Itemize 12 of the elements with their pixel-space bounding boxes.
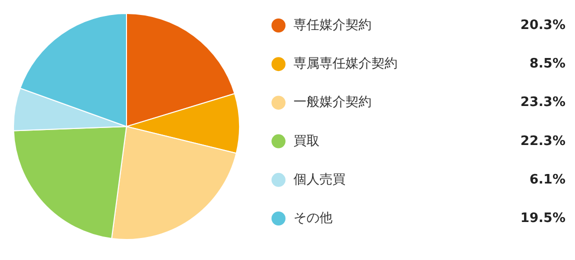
legend-label: 買取: [294, 134, 320, 149]
legend-label: 一般媒介契約: [294, 95, 372, 110]
legend-label: 専属専任媒介契約: [294, 56, 398, 72]
legend-label: その他: [294, 211, 332, 226]
data-label: 6.1%: [529, 172, 566, 188]
data-label: 23.3%: [520, 95, 566, 110]
data-label: 8.5%: [529, 56, 566, 72]
data-label: 19.5%: [520, 211, 566, 226]
legend-label: 専任媒介契約: [294, 18, 372, 33]
data-label: 22.3%: [520, 134, 566, 149]
data-label: 20.3%: [520, 18, 566, 33]
legend-label: 個人売買: [294, 172, 346, 188]
